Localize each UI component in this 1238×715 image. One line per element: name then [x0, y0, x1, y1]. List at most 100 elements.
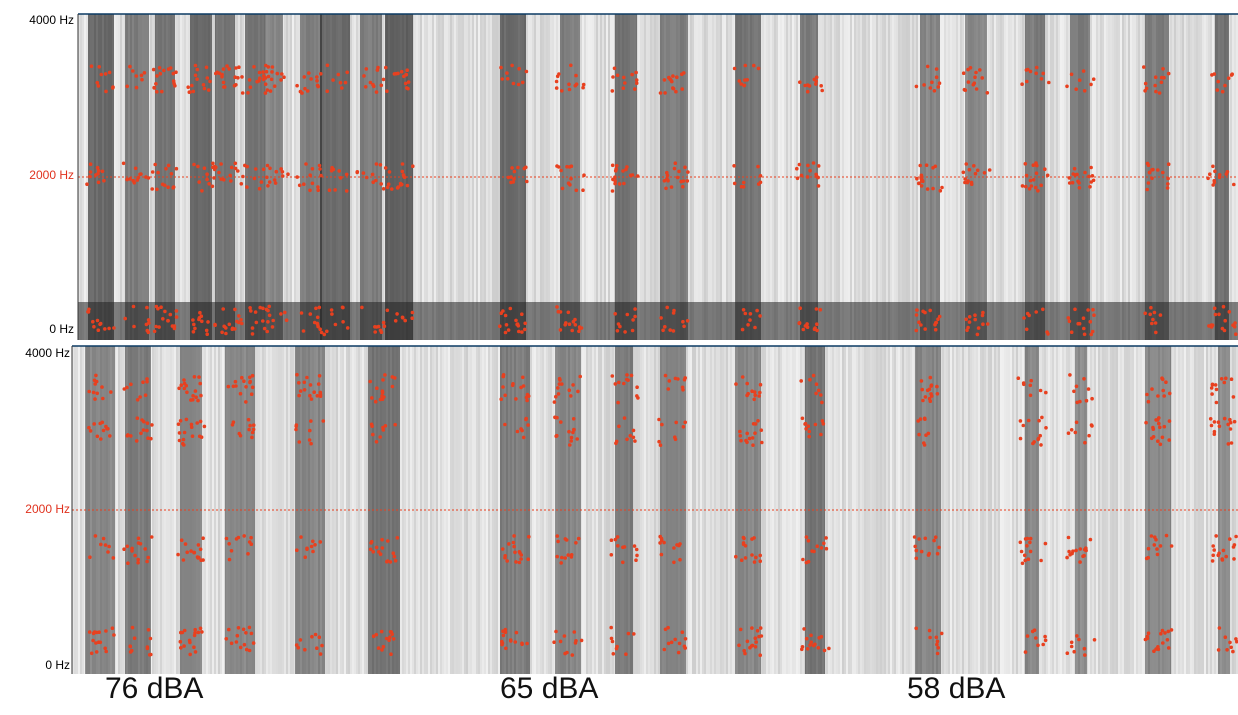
formant-point	[266, 320, 270, 324]
formant-point	[975, 332, 980, 337]
formant-point	[500, 641, 505, 645]
formant-point	[263, 91, 268, 95]
syllable-band	[1145, 14, 1169, 340]
formant-point	[967, 315, 972, 319]
formant-point	[94, 373, 98, 378]
formant-point	[625, 165, 629, 169]
formant-point	[182, 430, 187, 435]
noise-level-label-2: 65 dBA	[500, 672, 599, 705]
formant-point	[125, 544, 130, 549]
formant-point	[1067, 319, 1072, 324]
formant-point	[676, 650, 681, 655]
formant-point	[1217, 424, 1222, 429]
formant-point	[264, 69, 269, 74]
formant-point	[92, 422, 96, 426]
formant-point	[246, 91, 250, 95]
formant-point	[125, 177, 129, 182]
formant-point	[1145, 392, 1149, 397]
formant-point	[302, 380, 307, 385]
formant-point	[1082, 377, 1086, 381]
formant-point	[1077, 321, 1082, 326]
formant-point	[936, 85, 941, 89]
formant-point	[980, 76, 984, 80]
formant-point	[748, 312, 753, 316]
formant-point	[663, 373, 668, 378]
formant-point	[385, 185, 390, 190]
formant-point	[1026, 557, 1031, 561]
formant-point	[1210, 392, 1214, 396]
formant-point	[1152, 310, 1157, 315]
formant-point	[747, 436, 752, 441]
formant-point	[198, 419, 203, 424]
formant-point	[613, 382, 618, 386]
formant-point	[805, 647, 810, 651]
formant-point	[182, 628, 187, 633]
formant-point	[503, 630, 508, 634]
formant-point	[399, 183, 403, 187]
formant-point	[145, 645, 150, 649]
formant-point	[1149, 305, 1153, 310]
formant-point	[1077, 186, 1082, 190]
formant-point	[100, 420, 105, 425]
formant-point	[138, 395, 142, 399]
formant-point	[814, 307, 819, 311]
formant-point	[824, 536, 828, 540]
formant-point	[571, 417, 576, 421]
formant-point	[103, 543, 108, 547]
formant-point	[1147, 170, 1152, 175]
formant-point	[297, 183, 302, 188]
formant-point	[275, 71, 280, 76]
formant-point	[254, 320, 259, 325]
formant-point	[1082, 553, 1086, 558]
formant-point	[1043, 634, 1047, 639]
formant-point	[1035, 163, 1039, 168]
formant-point	[305, 89, 310, 93]
formant-point	[380, 397, 385, 401]
formant-point	[611, 75, 615, 79]
formant-point	[240, 321, 244, 326]
formant-point	[391, 551, 396, 555]
formant-point	[967, 167, 972, 172]
formant-point	[748, 318, 752, 322]
formant-point	[381, 425, 385, 430]
formant-point	[573, 323, 578, 327]
formant-point	[1143, 311, 1147, 316]
formant-point	[1230, 72, 1234, 76]
formant-point	[376, 324, 381, 329]
formant-point	[556, 386, 560, 390]
formant-point	[379, 629, 384, 634]
formant-point	[753, 325, 757, 330]
formant-point	[130, 625, 135, 630]
formant-point	[111, 85, 115, 89]
formant-point	[147, 653, 152, 657]
formant-point	[745, 431, 749, 436]
formant-point	[1165, 638, 1170, 642]
formant-point	[410, 310, 415, 315]
formant-point	[319, 173, 323, 178]
formant-point	[939, 631, 944, 636]
formant-point	[803, 83, 807, 88]
formant-point	[758, 174, 763, 178]
formant-point	[560, 555, 564, 560]
formant-point	[316, 185, 320, 189]
formant-point	[1071, 549, 1075, 553]
formant-point	[740, 327, 745, 332]
formant-point	[341, 305, 345, 310]
formant-point	[390, 187, 394, 191]
formant-point	[132, 324, 136, 329]
formant-point	[675, 543, 679, 547]
formant-point	[1229, 645, 1233, 650]
formant-point	[625, 312, 630, 317]
formant-point	[808, 643, 812, 647]
formant-point	[622, 75, 626, 80]
formant-point	[1021, 381, 1026, 385]
formant-point	[155, 74, 159, 78]
formant-point	[196, 543, 201, 547]
formant-point	[145, 305, 149, 310]
formant-point	[263, 76, 268, 80]
formant-point	[1228, 640, 1232, 645]
formant-point	[739, 558, 744, 562]
formant-point	[149, 535, 154, 539]
formant-point	[555, 433, 559, 438]
formant-point	[1090, 396, 1094, 401]
